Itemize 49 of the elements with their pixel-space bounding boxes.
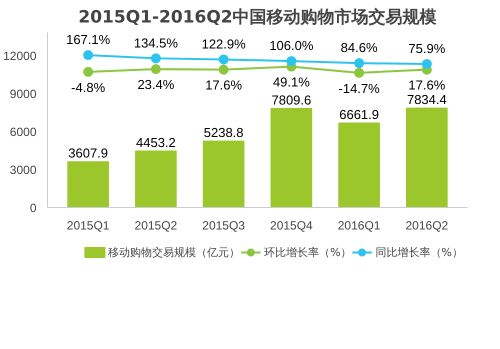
x-tick-label: 2015Q2 [134, 218, 178, 232]
data-label: 122.9% [202, 36, 246, 52]
bar [67, 161, 109, 208]
data-label: -14.7% [338, 80, 380, 96]
data-label: 84.6% [340, 40, 378, 56]
y-tick-label: 0 [30, 201, 37, 215]
data-label: 23.4% [137, 77, 175, 92]
data-label: 17.6% [408, 78, 446, 93]
y-tick-label: 6000 [10, 124, 37, 139]
data-label: 3607.9 [68, 146, 108, 161]
legend-label: 同比增长率（%） [375, 246, 463, 259]
data-label: 106.0% [269, 38, 314, 54]
point [83, 66, 94, 77]
x-tick-label: 2015Q1 [66, 218, 110, 232]
bar [135, 150, 177, 208]
chart-title: 2015Q1-2016Q2中国移动购物市场交易规模 [78, 8, 437, 28]
data-label: 4453.2 [136, 135, 176, 150]
point [354, 58, 364, 68]
x-tick-label: 2015Q3 [202, 218, 246, 232]
data-label: 5238.8 [204, 125, 244, 140]
point [83, 50, 94, 60]
data-label: 49.1% [272, 74, 310, 90]
data-label: 134.5% [134, 35, 178, 50]
point [150, 53, 161, 64]
data-label: 167.1% [66, 32, 111, 48]
data-label: 75.9% [408, 41, 446, 56]
data-label: 6661.9 [339, 107, 379, 122]
data-label: 7809.6 [271, 92, 312, 108]
bar [338, 122, 380, 208]
bar [270, 108, 312, 208]
y-tick-label: 9000 [10, 86, 37, 101]
point [218, 64, 229, 75]
y-tick-label: 12000 [3, 48, 37, 63]
bar [406, 108, 448, 208]
data-label: 7834.4 [406, 92, 447, 108]
x-tick-label: 2015Q4 [270, 218, 314, 232]
bar [202, 140, 244, 208]
y-tick-label: 3000 [10, 162, 37, 177]
point [422, 59, 432, 69]
point [286, 56, 296, 66]
x-tick-label: 2016Q1 [338, 218, 381, 232]
legend-label: 移动购物交易规模（亿元） [108, 246, 240, 259]
point [354, 68, 364, 78]
data-label: -4.8% [71, 80, 106, 95]
point [150, 64, 161, 74]
legend-label: 环比增长率（%） [264, 246, 352, 259]
point [218, 54, 229, 64]
x-tick-label: 2016Q2 [406, 218, 449, 232]
data-label: 17.6% [205, 78, 242, 93]
